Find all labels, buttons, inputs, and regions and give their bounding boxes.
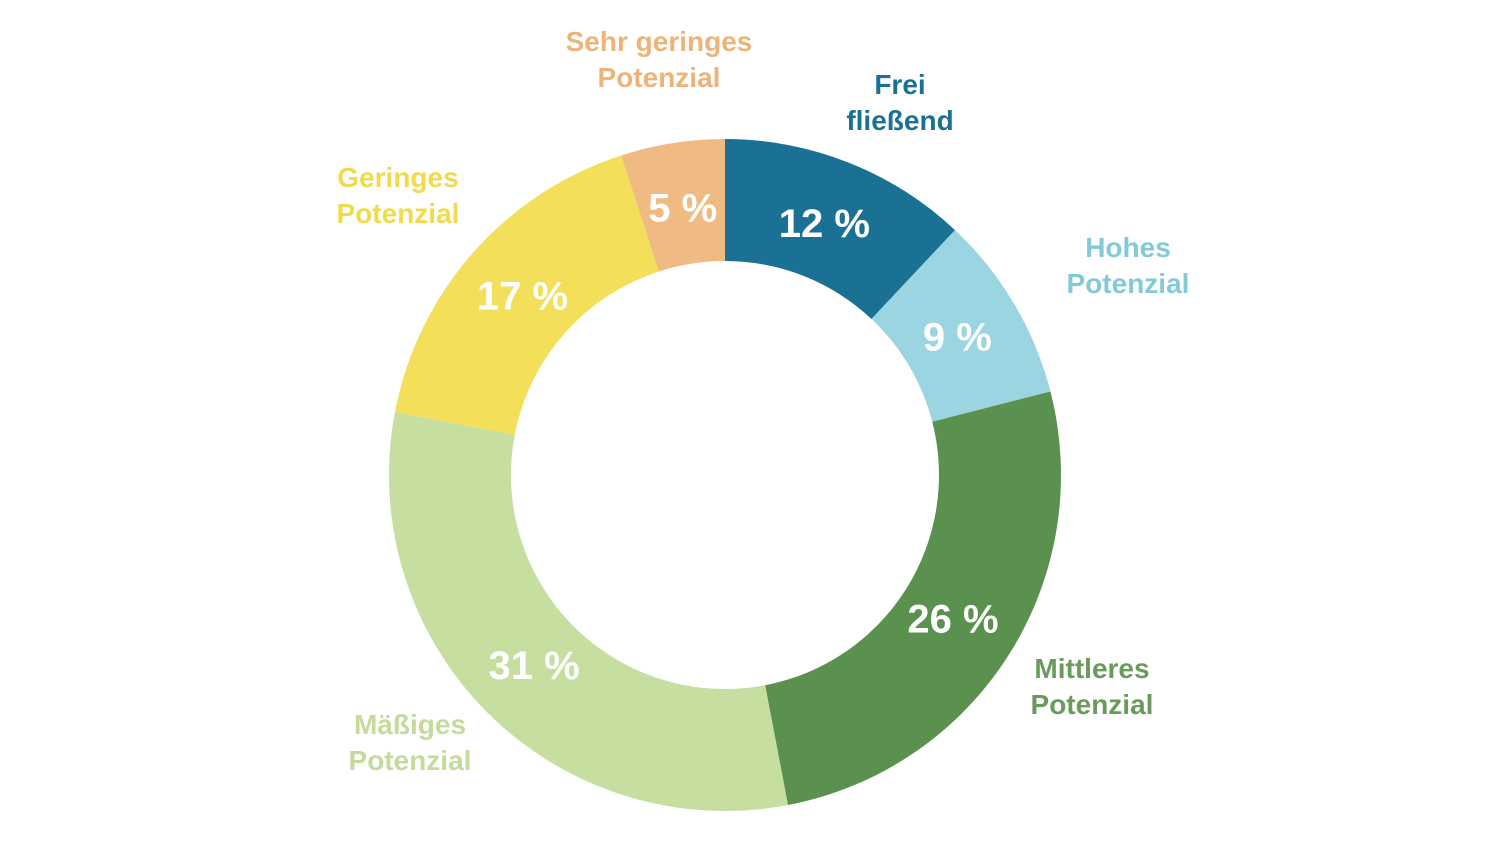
category-labels: Frei fließend Hohes Potenzial Mittleres Poten… (337, 26, 1190, 776)
slice-frei (725, 139, 956, 320)
category-label-geringes: Geringes Potenzial (337, 162, 460, 229)
percent-label-maessiges: 31 % (488, 644, 579, 688)
category-label-line: Sehr geringes (566, 26, 753, 57)
donut-slices (388, 139, 1062, 811)
category-label-line: Potenzial (337, 198, 460, 229)
slice-maessiges (388, 412, 788, 811)
category-label-line: Mäßiges (354, 709, 466, 740)
slice-sehr_geringes (621, 139, 725, 272)
percent-label-mittleres: 26 % (907, 598, 998, 642)
category-label-maessiges: Mäßiges Potenzial (349, 709, 472, 776)
slice-geringes (394, 155, 659, 435)
category-label-line: Potenzial (349, 745, 472, 776)
category-label-line: Potenzial (1067, 268, 1190, 299)
category-label-line: Mittleres (1034, 653, 1149, 684)
category-label-hohes: Hohes Potenzial (1067, 232, 1190, 299)
category-label-mittleres: Mittleres Potenzial (1031, 653, 1154, 720)
percent-label-sehr_geringes: 5 % (648, 186, 717, 230)
percentage-labels: 12 % 9 % 26 % 31 % 17 % 5 % (477, 186, 999, 688)
category-label-line: Geringes (337, 162, 458, 193)
category-label-line: Potenzial (598, 62, 721, 93)
category-label-frei: Frei fließend (846, 69, 953, 136)
category-label-line: Frei (874, 69, 925, 100)
percent-label-geringes: 17 % (477, 274, 568, 318)
category-label-line: Potenzial (1031, 689, 1154, 720)
category-label-line: fließend (846, 105, 953, 136)
category-label-line: Hohes (1085, 232, 1171, 263)
slice-mittleres (765, 391, 1062, 806)
percent-label-hohes: 9 % (923, 316, 992, 360)
slice-hohes (871, 230, 1051, 422)
category-label-sehr_geringes: Sehr geringes Potenzial (566, 26, 753, 93)
percent-label-frei: 12 % (779, 202, 870, 246)
